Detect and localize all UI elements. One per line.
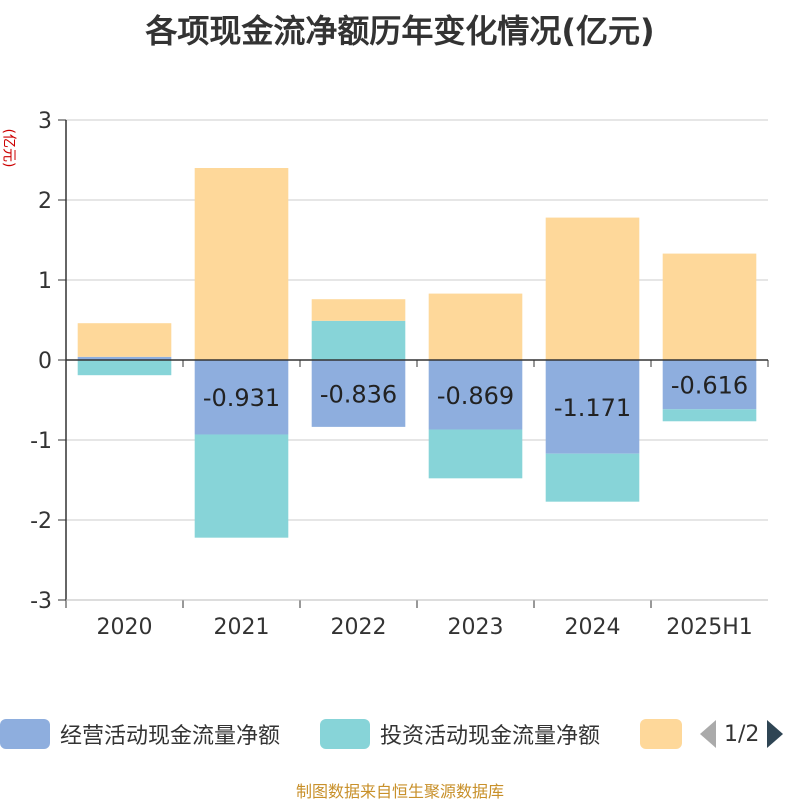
bar-operating xyxy=(662,360,757,410)
data-label: -1.171 xyxy=(554,394,631,422)
legend-swatch-operating xyxy=(0,719,50,749)
bar-investing xyxy=(545,453,640,502)
bar-investing xyxy=(428,429,523,479)
bar-financing xyxy=(194,168,289,360)
bar-investing xyxy=(194,434,289,538)
data-label: -0.836 xyxy=(320,380,397,408)
bar-operating xyxy=(545,360,640,454)
legend-item-operating[interactable]: 经营活动现金流量净额 xyxy=(0,716,280,752)
bar-financing xyxy=(428,293,523,360)
x-tick-label: 2020 xyxy=(97,615,153,640)
data-label: -0.869 xyxy=(437,382,514,410)
bar-investing xyxy=(311,320,406,360)
x-tick-label: 2021 xyxy=(214,615,270,640)
legend-pager: 1/2 xyxy=(700,716,784,752)
legend-label-operating: 经营活动现金流量净额 xyxy=(60,724,281,749)
bar-financing xyxy=(77,323,172,357)
bar-operating xyxy=(311,360,406,427)
bar-operating xyxy=(428,360,523,430)
y-tick-label: 3 xyxy=(38,109,52,134)
bar-investing xyxy=(662,409,757,422)
bar-operating xyxy=(194,360,289,435)
data-source-note: 制图数据来自恒生聚源数据库 xyxy=(295,782,504,801)
y-tick-label: -3 xyxy=(30,589,52,614)
x-tick-label: 2024 xyxy=(565,615,621,640)
y-tick-label: 2 xyxy=(38,189,52,214)
y-tick-label: -2 xyxy=(30,509,52,534)
x-tick-label: 2025H1 xyxy=(666,615,753,640)
legend-prev-icon[interactable] xyxy=(700,720,716,748)
chart-title: 各项现金流净额历年变化情况(亿元) xyxy=(145,12,655,50)
y-tick-label: 0 xyxy=(38,349,52,374)
legend-next-icon[interactable] xyxy=(767,720,784,748)
data-label: -0.616 xyxy=(671,372,748,400)
legend-label-investing: 投资活动现金流量净额 xyxy=(380,724,601,749)
bar-financing xyxy=(311,299,406,321)
chart-plot: 3 2 1 0 -1 -2 -3 2020 -0.931 2021 -0.836 2022 -0.869… xyxy=(30,109,769,640)
legend-page-indicator: 1/2 xyxy=(724,721,760,747)
y-tick-label: -1 xyxy=(30,429,52,454)
bar-operating xyxy=(77,356,172,360)
legend-item-investing[interactable]: 投资活动现金流量净额 xyxy=(320,716,600,752)
legend-item-financing[interactable] xyxy=(640,716,682,752)
bar-financing xyxy=(545,217,640,360)
legend: 经营活动现金流量净额 投资活动现金流量净额 1/2 xyxy=(0,716,800,752)
x-tick-label: 2023 xyxy=(448,615,504,640)
legend-swatch-financing xyxy=(640,719,682,749)
bar-financing xyxy=(662,253,757,360)
y-tick-label: 1 xyxy=(38,269,52,294)
x-tick-label: 2022 xyxy=(331,615,387,640)
bar-investing xyxy=(77,360,172,376)
legend-swatch-investing xyxy=(320,719,370,749)
data-label: -0.931 xyxy=(203,384,280,412)
